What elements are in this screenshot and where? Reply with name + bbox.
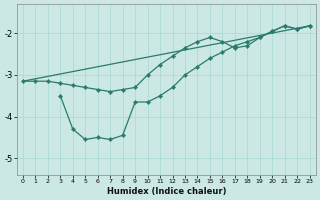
- X-axis label: Humidex (Indice chaleur): Humidex (Indice chaleur): [107, 187, 226, 196]
